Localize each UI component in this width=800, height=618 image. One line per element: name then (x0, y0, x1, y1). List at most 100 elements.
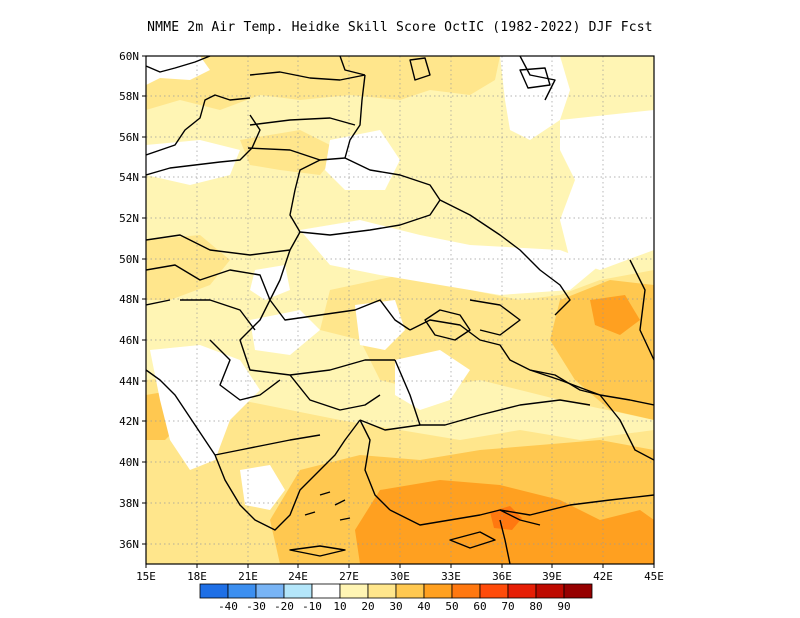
river-volga-hint (519, 56, 556, 101)
skill-zone-peak-east (590, 295, 640, 335)
coastline-gulf-finland (249, 71, 366, 81)
lat-tick-label: 46N (119, 334, 139, 347)
border-russia-baltics (344, 74, 366, 159)
colorbar-swatch (339, 583, 369, 599)
tick-marks (142, 55, 655, 568)
colorbar-swatch (395, 583, 425, 599)
noskill-zone-balkans (150, 345, 260, 470)
colorbar-swatch (423, 583, 453, 599)
lat-labels: 36N 38N 40N 42N 44N 46N 48N 50N 52N 54N … (119, 50, 139, 551)
border-russia-ukraine (439, 199, 571, 316)
colorbar-label: 80 (529, 600, 542, 613)
lat-tick-label: 54N (119, 171, 139, 184)
border-slovakia (146, 299, 171, 306)
lat-tick-label: 38N (119, 497, 139, 510)
colorbar-label: -10 (302, 600, 322, 613)
border-latvia-lithuania (247, 147, 346, 161)
coastline-black-sea-south (394, 359, 591, 426)
colorbar-label: -30 (246, 600, 266, 613)
coastline-caspian-hint (629, 259, 654, 361)
lon-tick-label: 39E (542, 570, 562, 583)
coastline-scandinavia (146, 56, 211, 73)
borders (146, 56, 654, 564)
lon-labels: 15E 18E 21E 24E 27E 30E 33E 36E 39E 42E … (136, 570, 664, 583)
colorbar-swatch (507, 583, 537, 599)
lat-tick-label: 48N (119, 293, 139, 306)
colorbar-label: -20 (274, 600, 294, 613)
border-finland-russia (339, 56, 366, 76)
border-central-europe (146, 264, 271, 301)
border-poland (146, 231, 301, 256)
lon-tick-label: 45E (644, 570, 664, 583)
border-turkey-syria (499, 494, 654, 516)
lon-tick-label: 15E (136, 570, 156, 583)
noskill-zone-carpathia (250, 310, 320, 355)
colorbar-swatch (199, 583, 229, 599)
colorbar-label: 50 (445, 600, 458, 613)
border-belarus (289, 157, 441, 236)
lat-tick-label: 60N (119, 50, 139, 63)
border-serbia (209, 339, 281, 401)
lat-tick-label: 56N (119, 131, 139, 144)
aegean-islands (304, 491, 351, 521)
lat-tick-label: 44N (119, 375, 139, 388)
border-bulgaria (289, 374, 381, 411)
lon-tick-label: 24E (288, 570, 308, 583)
lon-tick-label: 18E (187, 570, 207, 583)
coastline-greece (214, 419, 361, 531)
plot-title: NMME 2m Air Temp. Heidke Skill Score Oct… (147, 20, 653, 35)
colorbar-swatch (227, 583, 257, 599)
coastline-baltic-south (146, 114, 261, 176)
lon-tick-label: 21E (238, 570, 258, 583)
noskill-zone-aegean (240, 465, 285, 510)
colorbar-label: 30 (389, 600, 402, 613)
coastline-azov (469, 299, 521, 336)
noskill-zone-dnieper (250, 265, 290, 300)
border-romania (239, 299, 395, 376)
colorbar-label: 70 (501, 600, 514, 613)
skill-zone-mid-north (146, 56, 500, 110)
colorbar-label: 90 (557, 600, 570, 613)
lon-tick-label: 30E (390, 570, 410, 583)
coastline-crete (289, 545, 346, 557)
colorbar-swatch (563, 583, 593, 599)
colorbar-swatch (311, 583, 341, 599)
coastline-levant (499, 519, 511, 564)
noskill-zone-belarus (325, 130, 400, 190)
colorbar-swatch (283, 583, 313, 599)
lon-tick-label: 36E (492, 570, 512, 583)
colorbar-swatch (535, 583, 565, 599)
colorbar: -40 -30 -20 -10 10 20 30 40 50 60 70 80 90 (199, 583, 593, 613)
coastline-crimea (424, 309, 471, 341)
noskill-zone-finland-coast (146, 56, 210, 85)
coastline-turkey-west (359, 419, 391, 511)
border-estonia-latvia (249, 117, 356, 126)
noskill-zone-north-russia (500, 56, 570, 140)
skill-zone-mid-west (146, 235, 230, 300)
colorbar-swatch (451, 583, 481, 599)
coastline-turkey-south (389, 509, 541, 526)
colorbar-swatch (367, 583, 397, 599)
colorbar-label: 20 (361, 600, 374, 613)
coastline-cyprus (449, 531, 496, 549)
lat-tick-label: 58N (119, 90, 139, 103)
lake-ladoga (409, 57, 431, 81)
coastline-baltic (146, 94, 251, 156)
skill-shading (146, 56, 654, 564)
border-turkey-east (599, 394, 654, 461)
colorbar-label: 10 (333, 600, 346, 613)
lon-tick-label: 27E (339, 570, 359, 583)
lat-tick-label: 42N (119, 415, 139, 428)
lon-tick-label: 42E (593, 570, 613, 583)
noskill-zone-baltic-sea (146, 140, 240, 185)
skill-zone-mid-baltic (240, 130, 340, 175)
lat-tick-label: 50N (119, 253, 139, 266)
colorbar-label: 40 (417, 600, 430, 613)
lat-tick-label: 52N (119, 212, 139, 225)
lat-tick-label: 40N (119, 456, 139, 469)
noskill-zone-ukraine (300, 220, 600, 295)
border-albania-greece (214, 434, 321, 456)
border-ukraine-south (269, 249, 411, 331)
noskill-zone-danube (355, 300, 405, 350)
colorbar-swatch (255, 583, 285, 599)
